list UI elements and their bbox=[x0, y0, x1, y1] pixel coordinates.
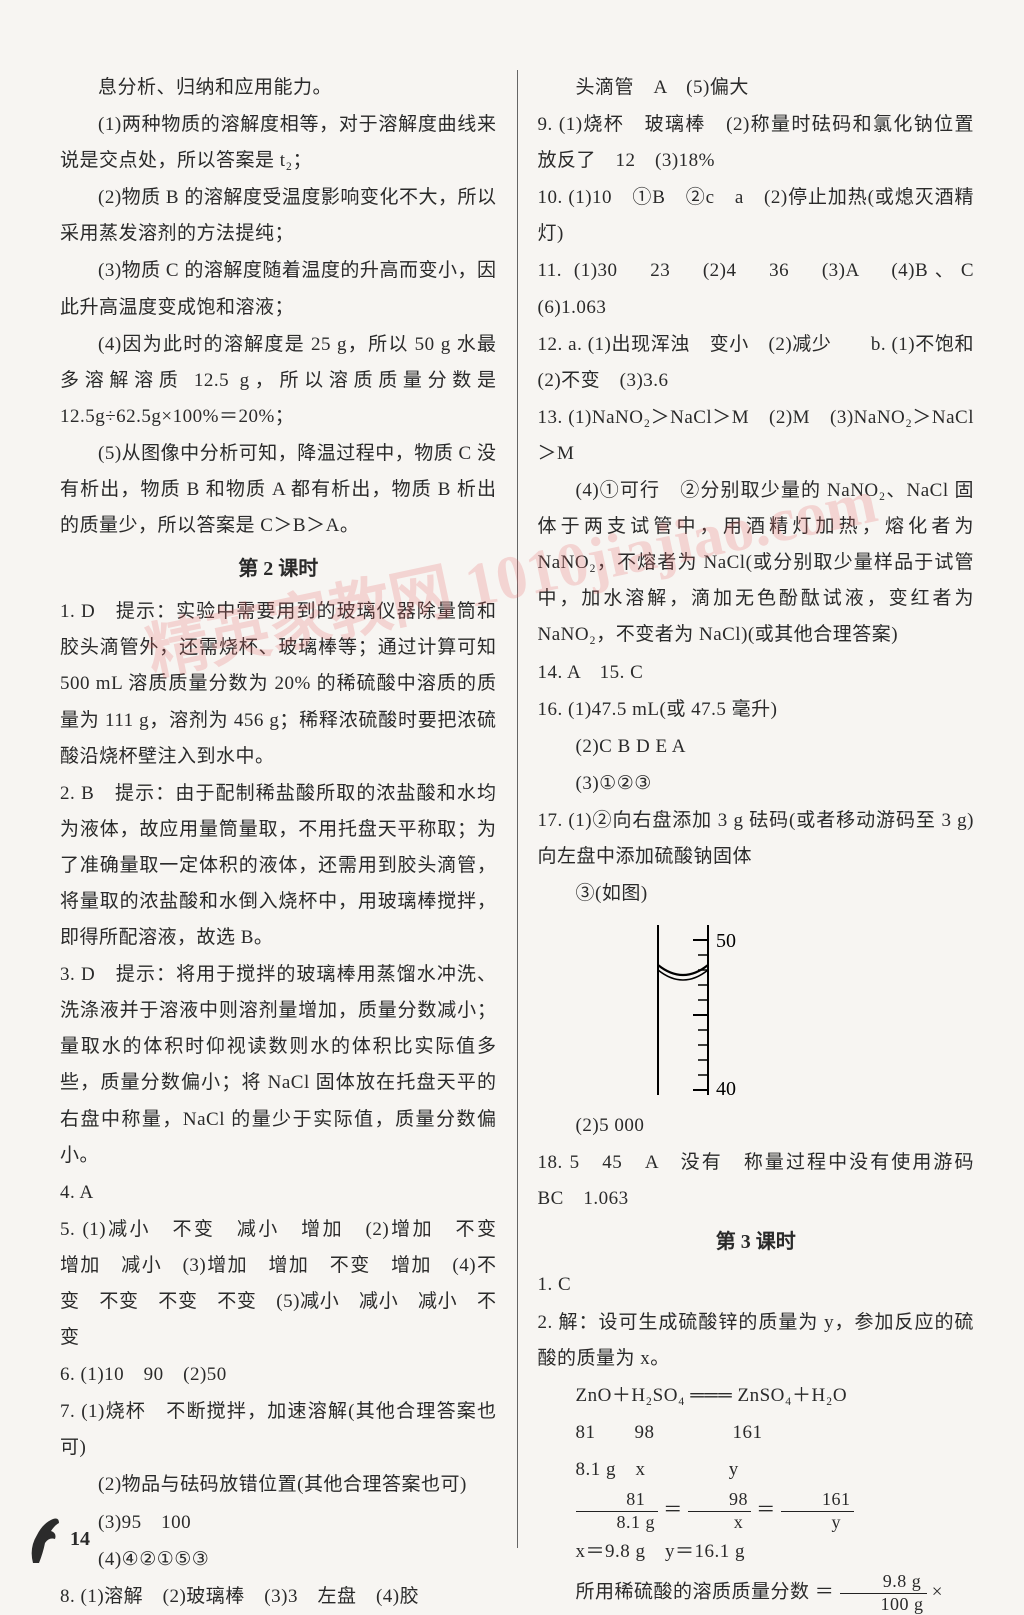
q3: 3. D 提示：将用于搅拌的玻璃棒用蒸馏水冲洗、洗涤液并于溶液中则溶剂量增加，质… bbox=[60, 957, 497, 1174]
q2: 2. B 提示：由于配制稀盐酸所取的浓盐酸和水均为液体，故应用量筒量取，不用托盘… bbox=[60, 776, 497, 956]
left-column: 息分析、归纳和应用能力。 (1)两种物质的溶解度相等，对于溶解度曲线来说是交点处… bbox=[60, 70, 517, 1548]
q6: 6. (1)10 90 (2)50 bbox=[60, 1357, 497, 1393]
intro-text: 息分析、归纳和应用能力。 bbox=[60, 70, 497, 106]
graduated-cylinder-figure: 50 40 bbox=[638, 920, 758, 1100]
frac-final-den: 100 g bbox=[840, 1594, 927, 1615]
r8b: 头滴管 A (5)偏大 bbox=[538, 70, 975, 106]
r9: 9. (1)烧杯 玻璃棒 (2)称量时砝码和氯化钠位置放反了 12 (3)18% bbox=[538, 107, 975, 179]
lesson-3-heading: 第 3 课时 bbox=[538, 1223, 975, 1261]
tick-40-label: 40 bbox=[716, 1078, 736, 1100]
answer-1: (1)两种物质的溶解度相等，对于溶解度曲线来说是交点处，所以答案是 t₂； bbox=[60, 107, 497, 179]
frac-c-den: y bbox=[781, 1512, 854, 1534]
r17b: ③(如图) bbox=[538, 876, 975, 912]
r17c: (2)5 000 bbox=[538, 1108, 975, 1144]
tick-50-label: 50 bbox=[716, 930, 736, 952]
eq6-post: × bbox=[932, 1582, 943, 1603]
r16: 16. (1)47.5 mL(或 47.5 毫升) bbox=[538, 692, 975, 728]
r13b: (4)①可行 ②分别取少量的 NaNO₂、NaCl 固体于两支试管中，用酒精灯加… bbox=[538, 473, 975, 653]
answer-4: (4)因为此时的溶解度是 25 g，所以 50 g 水最多溶解溶质 12.5 g… bbox=[60, 327, 497, 435]
r18: 18. 5 45 A 没有 称量过程中没有使用游码 BC 1.063 bbox=[538, 1145, 975, 1217]
frac-b-num: 98 bbox=[688, 1489, 751, 1512]
q7: 7. (1)烧杯 不断搅拌，加速溶解(其他合理答案也可) bbox=[60, 1394, 497, 1466]
q8: 8. (1)溶解 (2)玻璃棒 (3)3 左盘 (4)胶 bbox=[60, 1579, 497, 1615]
r11: 11. (1)30 23 (2)4 36 (3)A (4)B、C (6)1.06… bbox=[538, 253, 975, 325]
frac-final-num: 9.8 g bbox=[840, 1571, 927, 1594]
frac-a-den: 8.1 g bbox=[576, 1512, 659, 1534]
s2: 2. 解：设可生成硫酸锌的质量为 y，参加反应的硫酸的质量为 x。 bbox=[538, 1305, 975, 1377]
r14: 14. A 15. C bbox=[538, 655, 975, 691]
fraction-line: 81 8.1 g ＝ 98 x ＝ 161 y bbox=[538, 1489, 975, 1533]
right-column: 头滴管 A (5)偏大 9. (1)烧杯 玻璃棒 (2)称量时砝码和氯化钠位置放… bbox=[517, 70, 975, 1548]
q1: 1. D 提示：实验中需要用到的玻璃仪器除量筒和胶头滴管外，还需烧杯、玻璃棒等；… bbox=[60, 594, 497, 774]
r16b: (2)C B D E A bbox=[538, 729, 975, 765]
frac-c-num: 161 bbox=[781, 1489, 854, 1512]
eq5: x＝9.8 g y＝16.1 g bbox=[538, 1534, 975, 1570]
frac-final: 9.8 g 100 g bbox=[840, 1571, 927, 1615]
q5: 5. (1)减小 不变 减小 增加 (2)增加 不变 增加 减小 (3)增加 增… bbox=[60, 1212, 497, 1356]
q7d: (4)④②①⑤③ bbox=[60, 1542, 497, 1578]
answer-3: (3)物质 C 的溶解度随着温度的升高而变小，因此升高温度变成饱和溶液； bbox=[60, 253, 497, 325]
page-number: 14 bbox=[70, 1520, 90, 1558]
frac-b-den: x bbox=[688, 1512, 751, 1534]
answer-2: (2)物质 B 的溶解度受温度影响变化不大，所以采用蒸发溶剂的方法提纯； bbox=[60, 180, 497, 252]
answer-5: (5)从图像中分析可知，降温过程中，物质 C 没有析出，物质 B 和物质 A 都… bbox=[60, 436, 497, 544]
eq1: ZnO＋H₂SO₄ ═══ ZnSO₄＋H₂O bbox=[538, 1378, 975, 1414]
r12: 12. a. (1)出现浑浊 变小 (2)减少 b. (1)不饱和 (2)不变 … bbox=[538, 327, 975, 399]
eq6-pre: 所用稀硫酸的溶质质量分数 ＝ bbox=[576, 1582, 835, 1603]
s1: 1. C bbox=[538, 1267, 975, 1303]
lesson-2-heading: 第 2 课时 bbox=[60, 550, 497, 588]
r16c: (3)①②③ bbox=[538, 766, 975, 802]
q7c: (3)95 100 bbox=[60, 1505, 497, 1541]
eq6: 所用稀硫酸的溶质质量分数 ＝ 9.8 g 100 g × bbox=[538, 1571, 975, 1615]
eq2: 81 98 161 bbox=[538, 1415, 975, 1451]
q4: 4. A bbox=[60, 1175, 497, 1211]
frac-a-num: 81 bbox=[576, 1489, 659, 1512]
r13: 13. (1)NaNO₂＞NaCl＞M (2)M (3)NaNO₂＞NaCl＞M bbox=[538, 400, 975, 472]
eq3: 8.1 g x y bbox=[538, 1452, 975, 1488]
cylinder-svg: 50 40 bbox=[638, 920, 758, 1100]
r10: 10. (1)10 ①B ②c a (2)停止加热(或熄灭酒精灯) bbox=[538, 180, 975, 252]
q7b: (2)物品与砝码放错位置(其他合理答案也可) bbox=[60, 1467, 497, 1503]
page-content: 息分析、归纳和应用能力。 (1)两种物质的溶解度相等，对于溶解度曲线来说是交点处… bbox=[60, 70, 974, 1548]
frac-b: 98 x bbox=[688, 1489, 751, 1533]
frac-c: 161 y bbox=[781, 1489, 854, 1533]
r17: 17. (1)②向右盘添加 3 g 砝码(或者移动游码至 3 g) 向左盘中添加… bbox=[538, 803, 975, 875]
dolphin-icon bbox=[25, 1513, 65, 1568]
frac-a: 81 8.1 g bbox=[576, 1489, 659, 1533]
